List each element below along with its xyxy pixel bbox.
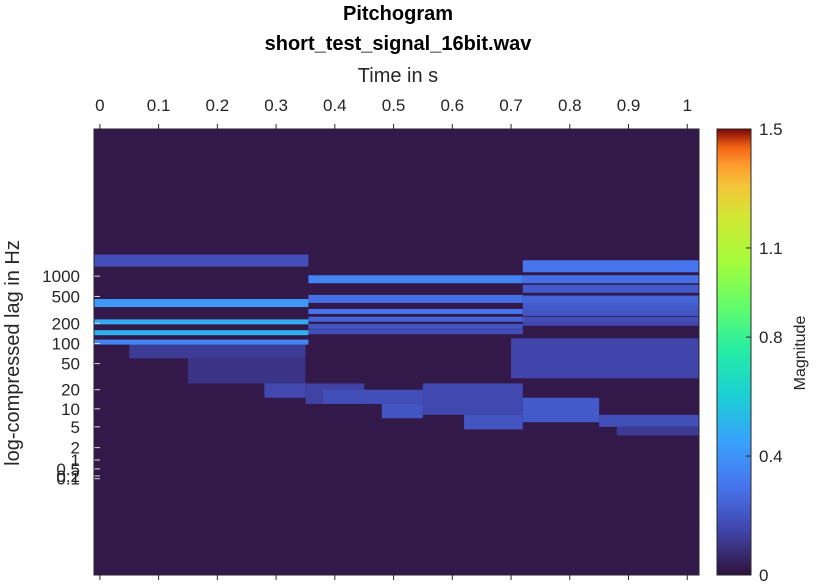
y-tick-label-9: 100 [52,335,80,354]
x-tick-label-10: 1 [683,96,692,115]
heatmap-band-2-4 [522,302,699,311]
x-axis-ticks: 0 0.1 0.2 0.3 0.4 0.5 0.6 0.7 0.8 0.9 1 [95,96,692,580]
colorbar-tick-label-0: 0 [759,566,768,585]
heatmap-block-10 [616,426,699,436]
colorbar-tick-label-2: 0.8 [759,328,783,347]
heatmap-band-1-5 [308,329,523,335]
heatmap-block-0 [129,343,306,359]
heatmap-band-2-2 [522,284,699,293]
y-tick-label-2: 0.5 [56,460,80,479]
y-tick-label-0: 0.1 [56,470,80,489]
heatmap-band-2-0 [522,260,699,273]
heatmap-band-1-1 [308,294,523,303]
heatmap-block-5 [381,403,423,419]
y-tick-label-3: 1 [71,451,80,470]
heatmap-block-9 [599,414,699,427]
x-tick-label-6: 0.6 [440,96,464,115]
heatmap-cells [94,254,699,436]
x-tick-label-1: 0.1 [147,96,171,115]
x-tick-label-4: 0.4 [323,96,347,115]
heatmap-band-2-3 [522,295,699,304]
colorbar-label: Magnitude [792,316,809,391]
heatmap-band-2-7 [522,320,699,326]
x-tick-label-0: 0 [95,96,104,115]
heatmap-block-7 [464,414,523,430]
colorbar-tick-label-1: 0.4 [759,447,783,466]
y-tick-label-8: 50 [61,355,80,374]
heatmap-block-8 [522,397,600,423]
heatmap-band-0-2 [94,319,309,325]
y-tick-label-5: 5 [71,418,80,437]
x-tick-label-9: 0.9 [617,96,641,115]
y-tick-label-11: 500 [52,287,80,306]
heatmap-band-2-5 [522,310,699,316]
plot-frame [93,128,700,576]
y-tick-label-12: 1000 [42,267,80,286]
y-tick-label-4: 2 [71,439,80,458]
heatmap-band-0-4 [94,339,309,345]
heatmap-band-1-2 [308,308,523,314]
x-tick-label-7: 0.7 [499,96,523,115]
heatmap-block-2 [264,383,306,398]
heatmap-plot-area [94,129,699,575]
chart-subtitle: short_test_signal_16bit.wav [265,33,533,55]
heatmap-block-1 [187,358,306,384]
heatmap-block-4 [323,389,423,404]
y-tick-label-7: 20 [61,381,80,400]
heatmap-block-11 [511,338,699,379]
chart-title: Pitchogram [343,3,453,25]
colorbar-tick-label-3: 1.1 [759,239,783,258]
colorbar-tick-label-4: 1.5 [759,120,783,139]
heatmap-band-0-1 [94,299,309,308]
x-axis-label: Time in s [358,65,438,87]
y-tick-label-6: 10 [61,400,80,419]
colorbar-frame [716,128,752,576]
x-tick-label-2: 0.2 [206,96,230,115]
colorbar-ticks: 0 0.4 0.8 1.1 1.5 [746,120,783,585]
x-tick-label-8: 0.8 [558,96,582,115]
heatmap-band-1-4 [308,323,523,329]
heatmap-band-2-1 [522,275,699,284]
heatmap-band-0-3 [94,330,309,336]
y-axis-label: log-compressed lag in Hz [2,240,24,466]
heatmap-block-6 [422,383,523,415]
heatmap-band-1-0 [308,275,523,284]
y-tick-label-1: 0.2 [56,467,80,486]
y-tick-label-10: 200 [52,314,80,333]
heatmap-band-0-0 [94,254,309,267]
x-tick-label-5: 0.5 [382,96,406,115]
heatmap-band-2-6 [522,316,699,322]
colorbar [717,129,751,575]
heatmap-band-1-3 [308,316,523,322]
x-tick-label-3: 0.3 [264,96,288,115]
